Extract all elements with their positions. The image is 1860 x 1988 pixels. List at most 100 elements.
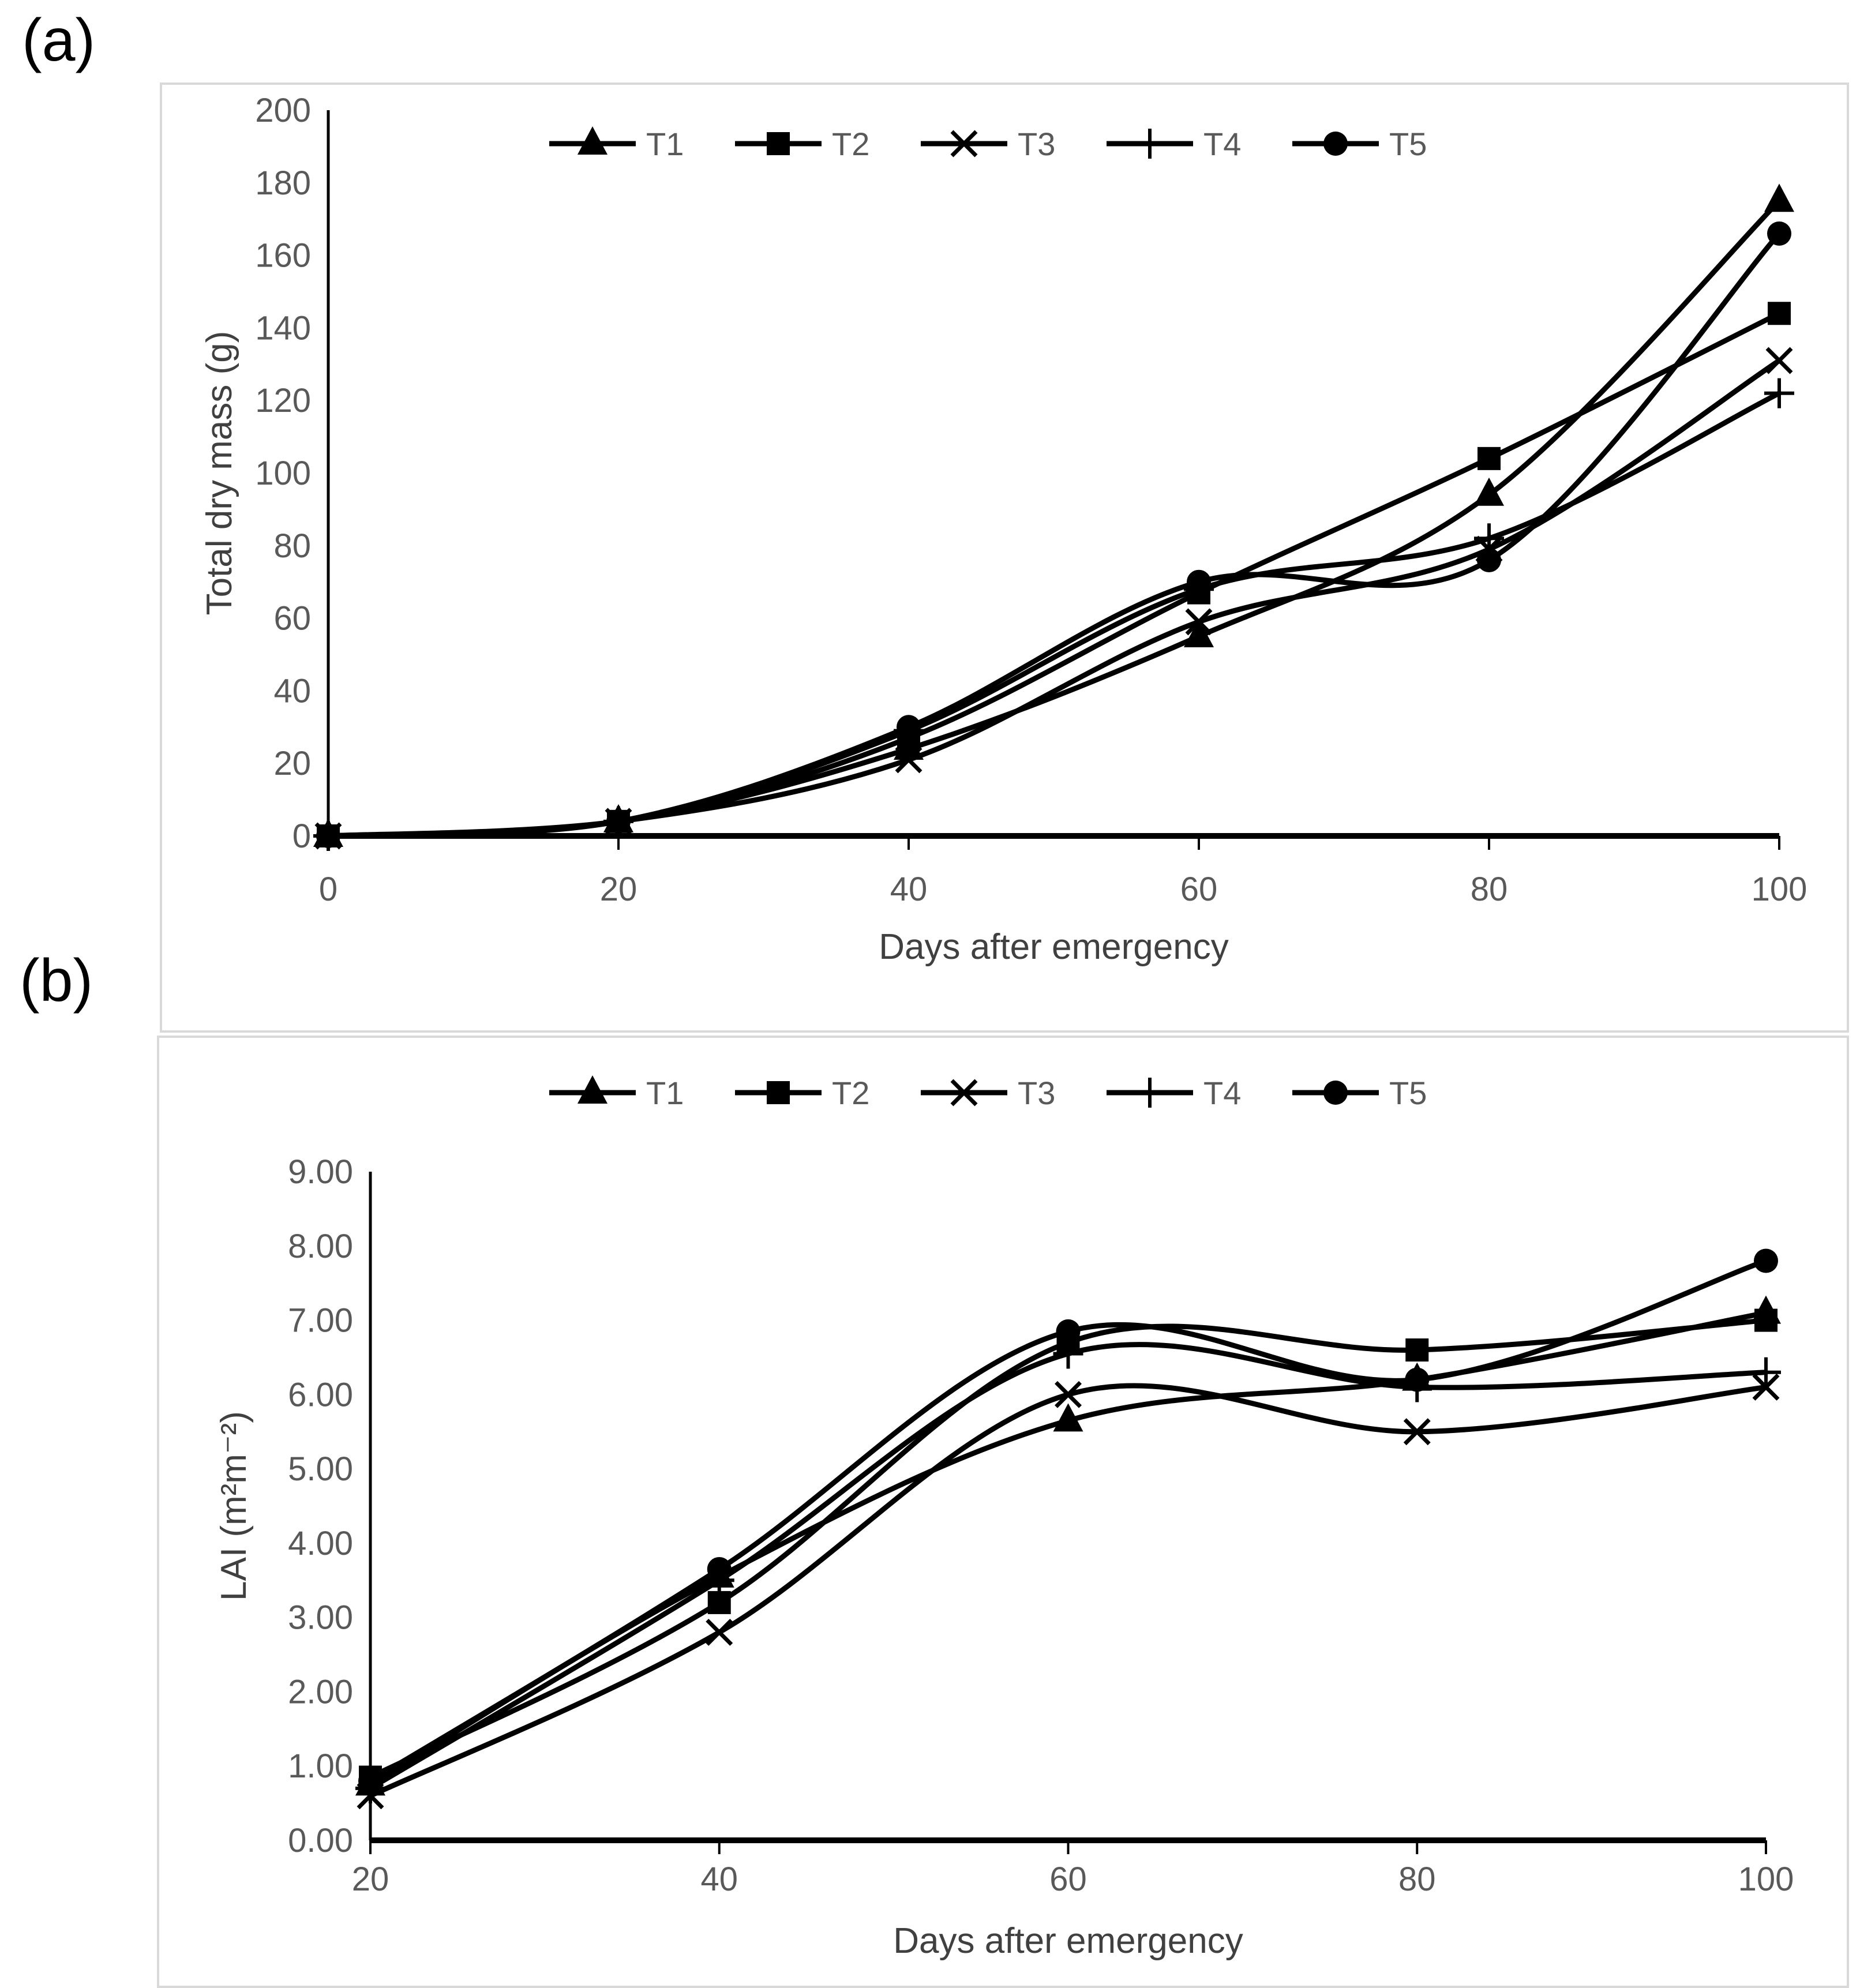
x-tick-label: 60 bbox=[1049, 1861, 1087, 1898]
series-T3-marker bbox=[1185, 608, 1213, 636]
series-T4-line bbox=[325, 391, 1782, 839]
legend-x-icon bbox=[950, 1079, 978, 1106]
series-T4-line bbox=[367, 1342, 1769, 1791]
series-T5-marker bbox=[707, 1556, 732, 1581]
series-T1-marker bbox=[1764, 183, 1794, 212]
series-T5-marker bbox=[1405, 1367, 1430, 1392]
y-tick-label: 100 bbox=[255, 455, 311, 492]
series-T4-marker bbox=[1764, 378, 1794, 408]
series-T1-line bbox=[325, 198, 1782, 839]
x-tick-label: 100 bbox=[1752, 871, 1807, 908]
legend-item-T1: T1 bbox=[549, 126, 684, 162]
y-tick-label: 7.00 bbox=[288, 1302, 353, 1340]
legend-triangle-icon bbox=[578, 126, 608, 155]
y-tick-label: 6.00 bbox=[288, 1376, 353, 1413]
legend-triangle-icon bbox=[578, 1075, 608, 1104]
series-T3-marker bbox=[895, 746, 922, 774]
series-T5-marker bbox=[606, 809, 631, 834]
x-tick-label: 80 bbox=[1398, 1861, 1436, 1898]
x-tick-label: 0 bbox=[319, 871, 337, 908]
y-tick-label: 0 bbox=[292, 817, 311, 855]
legend-item-T4: T4 bbox=[1107, 126, 1241, 162]
legend-item-T3: T3 bbox=[921, 126, 1055, 162]
legend-item-label: T4 bbox=[1203, 1075, 1241, 1111]
series-T2-marker bbox=[1768, 302, 1791, 325]
legend-item-T3: T3 bbox=[921, 1075, 1055, 1111]
x-tick-label: 80 bbox=[1471, 871, 1508, 908]
legend-item-label: T3 bbox=[1018, 1075, 1055, 1111]
legend-square-icon bbox=[767, 1081, 790, 1104]
panel-a-label: (a) bbox=[22, 7, 96, 74]
legend-plus-icon bbox=[1135, 129, 1165, 159]
y-tick-label: 120 bbox=[255, 382, 311, 419]
series-T3-marker bbox=[1055, 1381, 1082, 1408]
y-tick-label: 180 bbox=[255, 164, 311, 202]
x-tick-label: 40 bbox=[890, 871, 928, 908]
series-T2-marker bbox=[1477, 447, 1501, 470]
y-tick-label: 9.00 bbox=[288, 1153, 353, 1191]
x-tick-label: 20 bbox=[600, 871, 638, 908]
series-T5-marker bbox=[1187, 569, 1211, 594]
y-tick-label: 20 bbox=[273, 745, 311, 782]
y-tick-label: 80 bbox=[273, 527, 311, 565]
y-tick-label: 0.00 bbox=[288, 1822, 353, 1859]
legend-item-label: T1 bbox=[646, 126, 684, 162]
legend-item-T5: T5 bbox=[1292, 1075, 1427, 1111]
series-T5-marker bbox=[1754, 1248, 1778, 1273]
series-T3-marker bbox=[1765, 347, 1793, 374]
chart-b-svg: 20 40 60 80 100 0.00 1.00 2.00 3.00 4.00 5.00 6.00 7… bbox=[214, 1075, 1794, 1961]
series-T5-marker bbox=[1056, 1319, 1081, 1344]
y-tick-label: 5.00 bbox=[288, 1450, 353, 1488]
legend-item-label: T1 bbox=[646, 1075, 684, 1111]
y-tick-label: 2.00 bbox=[288, 1673, 353, 1711]
series-T1-marker bbox=[1474, 477, 1504, 506]
series-T2-line bbox=[367, 1318, 1769, 1780]
series-T5-marker bbox=[358, 1768, 382, 1793]
legend-item-T2: T2 bbox=[735, 1075, 869, 1111]
series-T3-line bbox=[367, 1383, 1769, 1799]
series-T2-line bbox=[325, 310, 1782, 839]
series-T3-marker bbox=[1403, 1418, 1431, 1446]
legend-x-icon bbox=[950, 130, 978, 157]
legend-circle-icon bbox=[1323, 1081, 1348, 1105]
series-T4-marker bbox=[1053, 1338, 1083, 1369]
x-tick-label: 20 bbox=[352, 1861, 389, 1898]
series-T5-marker bbox=[1477, 547, 1501, 572]
series-T5-marker bbox=[316, 824, 340, 848]
legend-item-label: T2 bbox=[832, 126, 869, 162]
x-axis-title: Days after emergency bbox=[879, 927, 1228, 967]
series-T2-marker bbox=[1405, 1338, 1429, 1362]
series-T5-line bbox=[325, 231, 1782, 839]
chart-a-svg: 0 20 40 60 80 100 0 20 40 60 80 100 120 140 160 180 200 D… bbox=[200, 92, 1807, 967]
legend-item-label: T5 bbox=[1389, 126, 1427, 162]
series-T1-marker bbox=[1184, 619, 1214, 648]
y-axis-title: Total dry mass (g) bbox=[200, 331, 239, 616]
y-tick-label: 1.00 bbox=[288, 1747, 353, 1785]
series-T2-marker bbox=[1754, 1308, 1777, 1332]
y-tick-label: 60 bbox=[273, 600, 311, 637]
y-tick-label: 140 bbox=[255, 309, 311, 347]
y-tick-label: 40 bbox=[273, 672, 311, 710]
y-tick-label: 8.00 bbox=[288, 1228, 353, 1265]
panel-a-chart: 0 20 40 60 80 100 0 20 40 60 80 100 120 140 160 180 200 D… bbox=[160, 82, 1849, 1033]
legend-item-T5: T5 bbox=[1292, 126, 1427, 162]
series-T5-marker bbox=[897, 715, 921, 740]
panel-b-chart: 20 40 60 80 100 0.00 1.00 2.00 3.00 4.00 5.00 6.00 7… bbox=[157, 1036, 1849, 1988]
legend-item-T2: T2 bbox=[735, 126, 869, 162]
x-axis-title: Days after emergency bbox=[893, 1921, 1243, 1961]
y-axis-title: LAI (m²m⁻²) bbox=[214, 1411, 254, 1601]
series-T3-marker bbox=[706, 1618, 733, 1646]
legend-circle-icon bbox=[1323, 132, 1348, 156]
x-tick-label: 100 bbox=[1738, 1861, 1794, 1898]
y-tick-label: 3.00 bbox=[288, 1599, 353, 1637]
y-tick-label: 4.00 bbox=[288, 1525, 353, 1562]
series-T5-marker bbox=[1767, 221, 1791, 246]
series-T4-marker bbox=[1751, 1357, 1781, 1387]
legend-item-T4: T4 bbox=[1107, 1075, 1241, 1111]
legend-item-label: T5 bbox=[1389, 1075, 1427, 1111]
legend-square-icon bbox=[767, 132, 790, 155]
y-tick-label: 160 bbox=[255, 237, 311, 275]
series-T1-marker bbox=[1053, 1403, 1083, 1432]
x-tick-label: 40 bbox=[700, 1861, 738, 1898]
legend-item-label: T4 bbox=[1203, 126, 1241, 162]
